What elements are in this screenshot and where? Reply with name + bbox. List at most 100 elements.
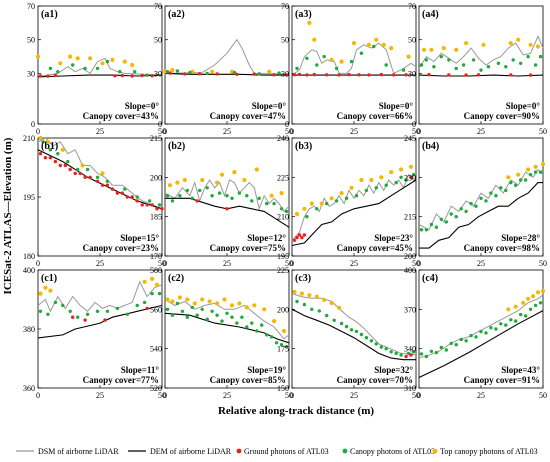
top-photon — [406, 54, 411, 59]
canopy-photon — [479, 329, 483, 334]
ground-photon — [160, 207, 164, 211]
y-tick-label: 210 — [277, 213, 289, 222]
top-photon — [279, 191, 284, 196]
x-tick-label: 50 — [412, 259, 420, 268]
x-tick-label: 0 — [290, 127, 294, 136]
ground-photon — [392, 73, 396, 77]
canopy-photon — [449, 341, 453, 346]
top-photon — [351, 41, 357, 46]
ground-photon — [367, 73, 371, 77]
ground-photon — [302, 233, 307, 237]
top-photon — [379, 175, 384, 180]
x-tick-label: 25 — [223, 127, 231, 136]
x-tick-label: 50 — [539, 259, 547, 268]
ground-photon — [46, 74, 50, 78]
canopy-photon — [170, 313, 175, 317]
slope-annotation: Slope=19° — [247, 365, 286, 375]
y-tick-label: 30 — [154, 69, 162, 78]
ground-photon — [168, 71, 172, 75]
canopy-photon — [265, 333, 269, 337]
ground-photon — [195, 199, 199, 203]
slope-annotation: Slope=0° — [506, 101, 541, 111]
canopy-cover-annotation: Canopy cover=85% — [210, 375, 286, 385]
ground-photon — [409, 353, 413, 357]
canopy-photon — [439, 54, 443, 59]
canopy-photon — [479, 196, 483, 200]
canopy-photon — [384, 63, 388, 67]
top-photon — [170, 68, 175, 73]
top-photon — [262, 307, 267, 312]
top-photon — [299, 291, 304, 296]
canopy-photon — [449, 212, 453, 216]
canopy-photon — [538, 54, 543, 59]
top-photon — [535, 290, 541, 295]
canopy-photon — [105, 179, 110, 183]
dsm-line — [164, 38, 290, 75]
ground-photon — [337, 73, 341, 77]
canopy-photon — [257, 72, 261, 76]
ground-photon — [225, 207, 229, 211]
top-photon — [68, 54, 73, 59]
canopy-photon — [499, 322, 503, 326]
canopy-photon — [165, 307, 170, 311]
y-tick-label: 50 — [281, 36, 289, 45]
canopy-photon — [310, 307, 314, 311]
canopy-photon — [279, 343, 284, 347]
canopy-photon — [419, 352, 424, 356]
top-photon — [215, 301, 220, 306]
top-photon — [130, 62, 135, 68]
y-tick-label: 310 — [404, 384, 416, 393]
top-photon — [110, 57, 115, 63]
canopy-photon — [284, 345, 289, 349]
y-tick-label: 0 — [31, 120, 35, 129]
top-photon — [528, 42, 533, 47]
ground-photon — [404, 354, 408, 359]
top-photon — [312, 37, 317, 42]
top-photon — [540, 162, 546, 167]
x-tick-label: 50 — [539, 127, 547, 136]
top-photon — [170, 299, 175, 304]
ground-photon — [464, 73, 468, 77]
canopy-photon — [157, 291, 162, 296]
panel-c1: 360 380 400 0 25 50 (c1) Slope=11°Canopy cover=… — [23, 266, 166, 400]
canopy-photon — [364, 336, 369, 340]
ground-photon — [183, 72, 187, 76]
canopy-cover-annotation: Canopy cover=45% — [337, 243, 413, 253]
canopy-photon — [272, 201, 276, 206]
ground-photon — [73, 171, 77, 176]
top-photon — [337, 305, 342, 310]
ground-photon — [68, 167, 72, 172]
canopy-cover-annotation: Canopy cover=70% — [337, 375, 413, 385]
canopy-photon — [471, 58, 476, 62]
canopy-photon — [175, 69, 180, 73]
canopy-photon — [198, 188, 202, 193]
canopy-photon — [220, 319, 224, 323]
top-photon — [43, 285, 48, 290]
ground-photon — [357, 73, 361, 77]
dem-line — [418, 310, 544, 378]
canopy-photon — [322, 54, 326, 59]
canopy-photon — [489, 326, 493, 330]
slope-annotation: Slope=0° — [252, 101, 287, 111]
x-tick-label: 0 — [36, 259, 40, 268]
canopy-photon — [61, 303, 65, 308]
canopy-photon — [484, 199, 488, 203]
ground-photon — [48, 156, 53, 160]
canopy-photon — [334, 66, 339, 71]
canopy-photon — [66, 159, 70, 164]
plot-frame — [37, 5, 163, 125]
canopy-photon — [424, 354, 429, 359]
plot-frame — [37, 269, 163, 389]
canopy-photon — [95, 309, 100, 313]
top-photon — [165, 297, 170, 302]
top-photon — [294, 211, 300, 217]
top-photon — [150, 276, 155, 281]
panel-a4: 0 30 50 70 0 25 50 (a4) Slope=0°Canopy cover=90% — [408, 2, 547, 136]
top-photon — [222, 297, 227, 302]
y-tick-label: 70 — [154, 2, 162, 11]
canopy-cover-annotation: Canopy cover=47% — [210, 111, 286, 121]
canopy-photon — [528, 173, 533, 177]
canopy-photon — [56, 152, 60, 156]
slope-annotation: Slope=0° — [125, 101, 160, 111]
canopy-photon — [504, 188, 508, 193]
